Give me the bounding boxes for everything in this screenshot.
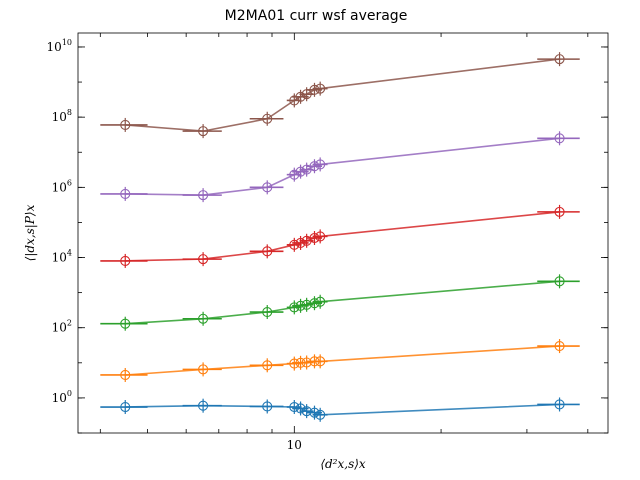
data-point <box>198 126 209 137</box>
series-5 <box>100 131 580 203</box>
data-point <box>309 298 320 309</box>
data-point <box>301 406 312 417</box>
data-point <box>198 313 209 324</box>
data-point <box>554 206 565 217</box>
data-point <box>120 401 131 413</box>
y-tick-label: 104 <box>52 249 72 265</box>
y-tick-label: 1010 <box>47 38 72 54</box>
data-point <box>289 302 300 313</box>
data-point <box>301 299 312 310</box>
data-point <box>554 341 565 352</box>
data-point <box>295 300 306 311</box>
data-point <box>262 306 273 318</box>
data-point <box>315 231 326 242</box>
y-axis-label: ⟨|dx,s|P⟩x <box>23 204 37 261</box>
data-point <box>120 119 131 130</box>
x-axis-label: ⟨d²x,s⟩x <box>320 457 366 471</box>
series-3 <box>100 274 580 331</box>
data-point <box>295 166 306 177</box>
data-point <box>315 83 326 94</box>
data-point <box>295 403 306 414</box>
data-point <box>262 182 273 193</box>
data-point <box>309 84 320 95</box>
data-point <box>315 159 326 170</box>
data-point <box>309 407 320 418</box>
series-line <box>125 345 560 376</box>
data-point <box>554 276 565 287</box>
series-line <box>125 58 560 132</box>
series-line <box>125 280 560 325</box>
data-point <box>262 360 273 371</box>
data-point <box>301 357 312 368</box>
data-point <box>289 95 300 106</box>
x-tick-label: 10 <box>287 438 302 452</box>
y-tick-label: 106 <box>52 178 72 194</box>
data-point <box>262 113 273 124</box>
data-point <box>198 400 209 411</box>
data-point <box>120 318 131 329</box>
data-point <box>289 401 300 413</box>
y-tick-label: 108 <box>52 108 72 124</box>
data-point <box>120 188 131 199</box>
data-point <box>198 190 209 201</box>
series-line <box>125 211 560 262</box>
data-point <box>120 255 131 266</box>
data-point <box>289 239 300 250</box>
series-layer <box>100 52 580 422</box>
data-point <box>554 399 565 410</box>
data-point <box>309 161 320 172</box>
data-point <box>315 296 326 307</box>
y-tick-label: 102 <box>52 319 72 335</box>
y-tick-label: 100 <box>52 389 72 405</box>
data-point <box>315 409 326 420</box>
data-point <box>309 232 320 244</box>
data-point <box>295 237 306 249</box>
series-6 <box>100 52 580 139</box>
chart-title: M2MA01 curr wsf average <box>225 8 408 24</box>
data-point <box>120 369 131 381</box>
data-point <box>315 356 326 367</box>
data-point <box>289 169 300 180</box>
series-2 <box>100 339 580 382</box>
data-point <box>198 364 209 375</box>
series-line <box>125 137 560 196</box>
series-4 <box>100 204 580 268</box>
plot-frame <box>77 32 609 434</box>
data-point <box>262 246 273 257</box>
data-point <box>262 401 273 412</box>
data-point <box>554 133 565 144</box>
series-1 <box>100 397 580 422</box>
data-point <box>295 91 306 102</box>
data-point <box>554 54 565 65</box>
data-point <box>198 254 209 265</box>
